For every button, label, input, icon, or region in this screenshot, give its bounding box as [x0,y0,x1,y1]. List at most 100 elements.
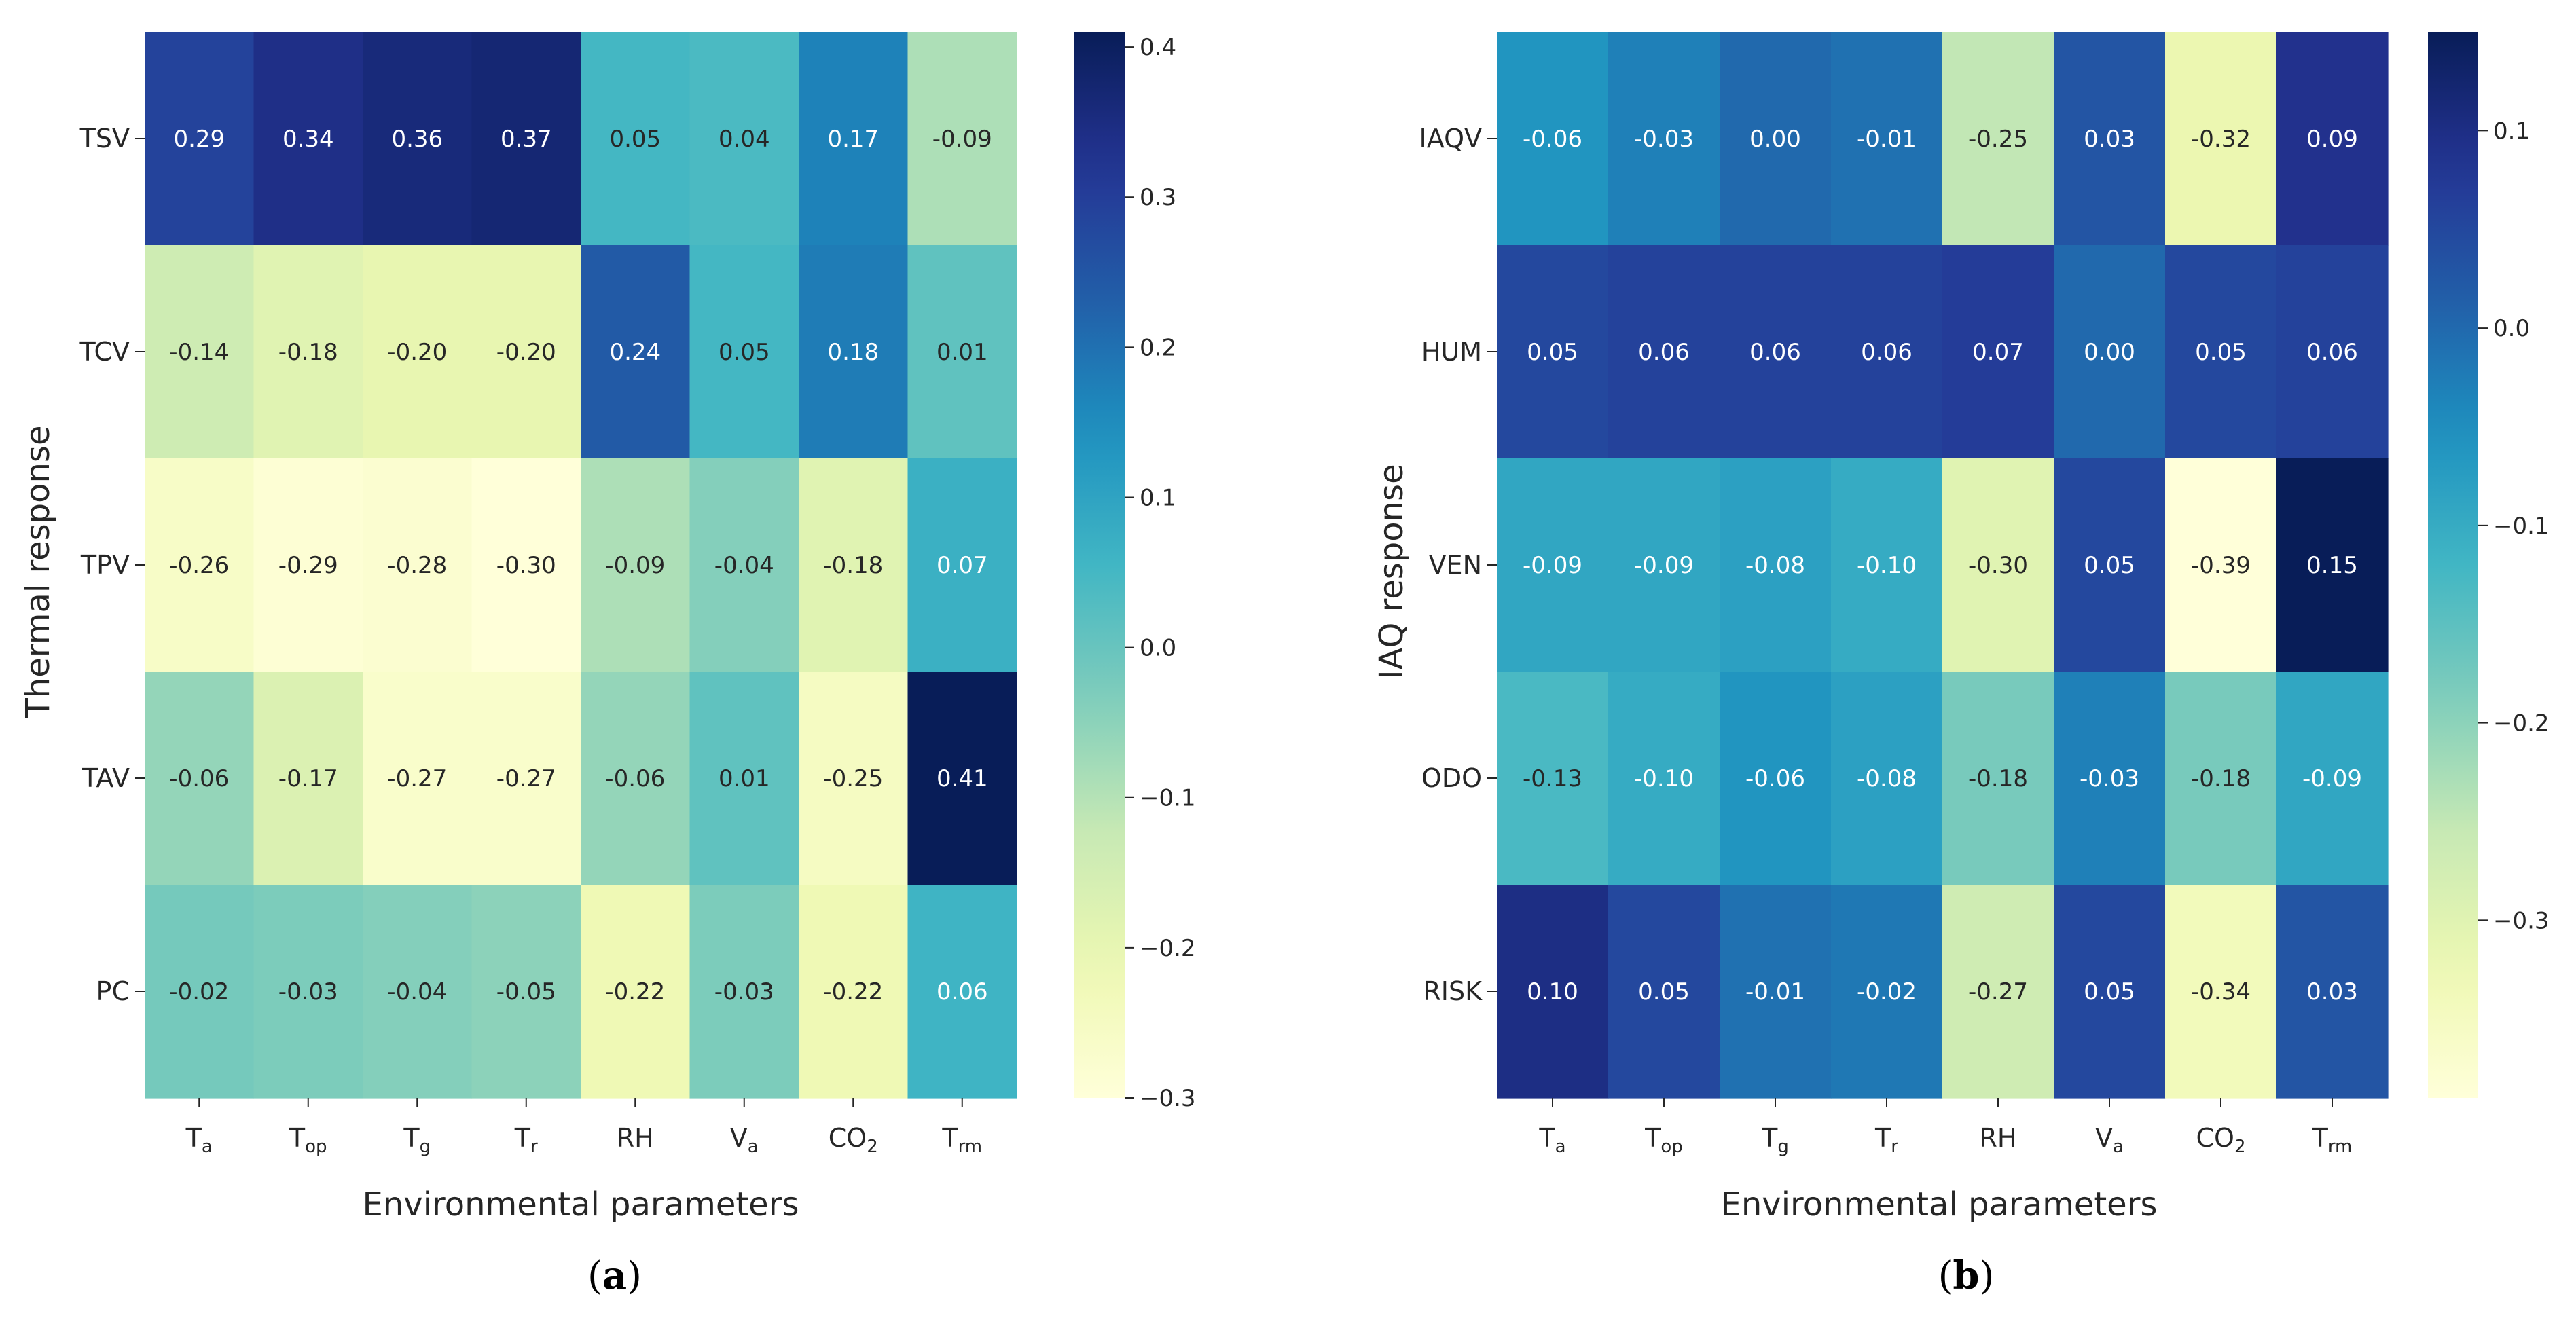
cell-value-label: -0.03 [2080,765,2139,792]
cell-value-label: -0.18 [823,552,883,579]
heatmap-cell [145,458,255,672]
cell-value-label: 0.05 [719,339,770,366]
cell-value-label: -0.39 [2191,552,2251,579]
x-tick-label: Trm [941,1123,982,1157]
y-tick-label: IAQV [1419,124,1482,153]
heatmap-cell [145,32,255,246]
cell-value-label: 0.03 [2084,126,2135,153]
heatmap-cell [253,458,363,672]
cell-value-label: 0.18 [827,339,879,366]
cell-value-label: 0.37 [501,126,552,153]
cell-value-label: 0.41 [937,765,988,792]
cell-value-label: -0.03 [1634,126,1694,153]
cell-value-label: 0.10 [1527,978,1578,1006]
heatmap-cell [1831,885,1943,1099]
heatmap-cell [253,245,363,459]
cell-value-label: -0.25 [823,765,883,792]
heatmap-cell [799,885,909,1099]
heatmap-cell [581,458,691,672]
cell-value-label: -0.27 [1968,978,2028,1006]
cell-value-label: -0.26 [169,552,229,579]
cell-value-label: 0.05 [2084,978,2135,1006]
heatmap-cell [907,245,1017,459]
heatmap-cell [2054,245,2166,459]
heatmap-cell [363,245,473,459]
heatmap-cell [1942,32,2054,246]
x-tick-label: Ta [185,1123,213,1157]
heatmap-cell [689,32,799,246]
heatmap-cell [2165,885,2277,1099]
y-tick-label: VEN [1429,550,1482,580]
heatmap-cell [1720,885,1832,1099]
heatmap-cell [2165,32,2277,246]
colorbar-gradient [2428,32,2478,1098]
heatmap-cell [2165,245,2277,459]
heatmap-cell [799,458,909,672]
heatmap-cell [471,32,581,246]
cell-value-label: 0.05 [609,126,661,153]
y-axis-label-a: Thermal response [19,426,57,719]
cell-value-label: 0.01 [937,339,988,366]
heatmap-cell [2276,672,2389,885]
heatmap-cell [471,885,581,1099]
heatmap-cell [2054,458,2166,672]
heatmap-cell [471,245,581,459]
x-tick-label: Tr [1874,1123,1898,1157]
cell-value-label: 0.15 [2306,552,2358,579]
cell-value-label: -0.30 [1968,552,2028,579]
cell-value-label: -0.17 [278,765,338,792]
colorbar-tick-label: −0.3 [1140,1085,1196,1112]
cell-value-label: 0.05 [2084,552,2135,579]
cell-value-label: 0.07 [937,552,988,579]
heatmap-cell [1720,672,1832,885]
cell-value-label: 0.00 [2084,339,2135,366]
x-tick-label: Tg [1761,1123,1789,1157]
heatmap-cell [2054,672,2166,885]
x-tick-label: Trm [2312,1123,2353,1157]
cell-value-label: -0.06 [1523,126,1582,153]
cell-value-label: -0.14 [169,339,229,366]
y-tick-label: ODO [1421,763,1482,793]
cell-value-label: -0.18 [278,339,338,366]
cell-value-label: -0.20 [387,339,447,366]
cell-value-label: -0.05 [496,978,556,1006]
heatmap-cell [1720,245,1832,459]
heatmap-cell [1720,32,1832,246]
heatmap-cell [581,32,691,246]
panel-letter-a: a [602,1253,627,1298]
heatmap-cell [1831,458,1943,672]
cell-value-label: 0.34 [283,126,334,153]
cell-value-label: 0.29 [173,126,225,153]
cell-value-label: 0.06 [1861,339,1912,366]
panel-label-b: (b) [1938,1253,1995,1298]
heatmap-cell [1942,885,2054,1099]
cell-value-label: -0.04 [714,552,774,579]
x-tick-label: Tr [514,1123,538,1157]
heatmap-cell [1497,885,1609,1099]
x-tick-label: CO2 [2196,1123,2246,1157]
heatmap-cell [145,245,255,459]
heatmap-cell [1497,32,1609,246]
heatmap-cell [799,245,909,459]
heatmap-cell [1497,458,1609,672]
cell-value-label: 0.05 [1527,339,1578,366]
y-tick-label: TAV [81,763,130,793]
heatmap-cell [363,672,473,885]
x-tick-label: CO2 [829,1123,878,1157]
cell-value-label: -0.09 [605,552,665,579]
heatmap-cell [907,32,1017,246]
y-tick-label: TSV [79,124,130,153]
cell-value-label: -0.08 [1857,765,1917,792]
x-tick-label: RH [617,1123,654,1153]
cell-value-label: -0.18 [1968,765,2028,792]
y-tick-label: TPV [80,550,130,580]
heatmap-cell [581,245,691,459]
cell-value-label: 0.06 [2306,339,2358,366]
heatmap-cell [1831,32,1943,246]
colorbar-tick-label: −0.2 [2493,710,2550,737]
panel-label-a: (a) [587,1253,642,1298]
colorbar-tick-label: 0.1 [1140,484,1176,511]
cell-value-label: -0.29 [278,552,338,579]
heatmap-cell [363,458,473,672]
cell-value-label: 0.09 [2306,126,2358,153]
